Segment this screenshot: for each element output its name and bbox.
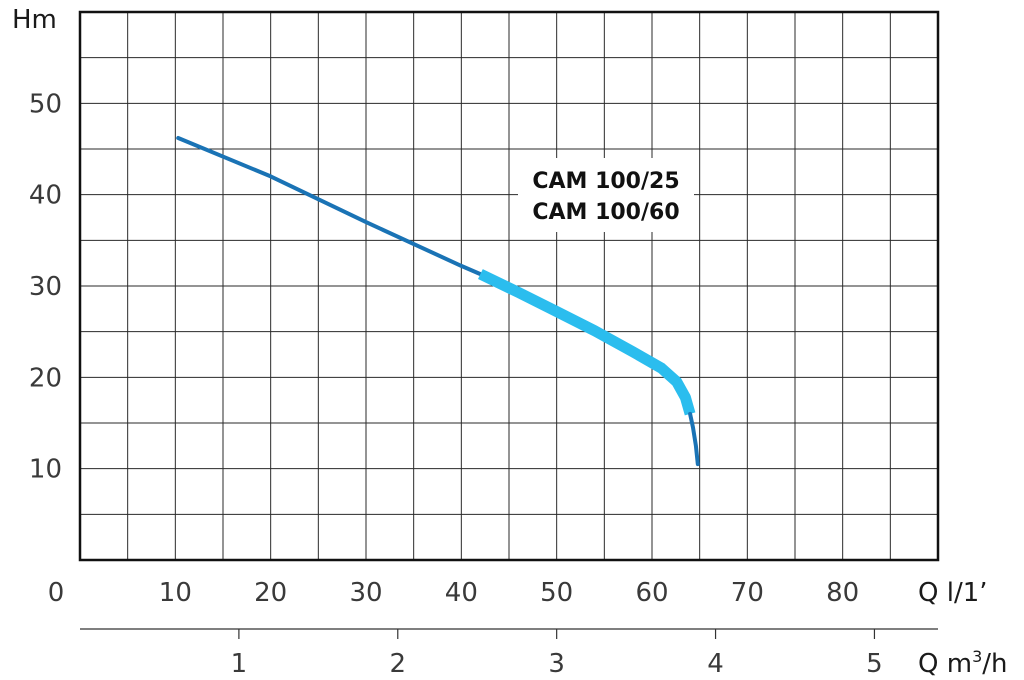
grid <box>80 12 938 560</box>
x-tick-label: 40 <box>445 578 478 608</box>
x-origin-label: 0 <box>48 578 65 608</box>
curves <box>176 136 700 467</box>
secondary-axis-tick-label: 3 <box>548 649 565 679</box>
x-tick-label: 80 <box>826 578 859 608</box>
plot-frame <box>78 10 940 562</box>
secondary-axis-tick-label: 5 <box>866 649 883 679</box>
x-tick-label: 20 <box>254 578 287 608</box>
x-tick-label: 70 <box>731 578 764 608</box>
y-tick-label: 40 <box>29 181 62 211</box>
curve-full-range <box>176 136 483 277</box>
secondary-axis-tick-label: 4 <box>707 649 724 679</box>
x2-axis-label-superscript: 3 <box>972 647 982 666</box>
x-tick-label: 60 <box>635 578 668 608</box>
y-tick-label: 20 <box>29 363 62 393</box>
secondary-x-axis: 1 2 3 4 5 <box>80 628 938 679</box>
y-axis-label: Hm <box>12 5 57 35</box>
x-tick-labels: 10 20 30 40 50 60 70 80 <box>159 578 859 608</box>
curve-operating-range <box>478 269 696 416</box>
x-tick-label: 30 <box>349 578 382 608</box>
x2-axis-label-prefix: Q m <box>918 649 972 679</box>
x-axis-label: Q l/1’ <box>918 578 988 608</box>
curve-full-range <box>688 411 700 467</box>
x2-axis-label-suffix: /h <box>982 649 1007 679</box>
series-label-line-1: CAM 100/25 <box>532 169 679 194</box>
x-tick-label: 50 <box>540 578 573 608</box>
y-tick-label: 30 <box>29 272 62 302</box>
x2-axis-label: Q m3/h <box>918 647 1008 679</box>
secondary-axis-tick-label: 1 <box>231 649 248 679</box>
secondary-axis-tick-label: 2 <box>390 649 407 679</box>
x-tick-label: 10 <box>159 578 192 608</box>
y-tick-label: 50 <box>29 89 62 119</box>
y-tick-label: 10 <box>29 455 62 485</box>
series-label-line-2: CAM 100/60 <box>532 200 679 225</box>
series-label-box <box>518 158 694 232</box>
y-tick-labels: 10 20 30 40 50 <box>29 89 62 484</box>
